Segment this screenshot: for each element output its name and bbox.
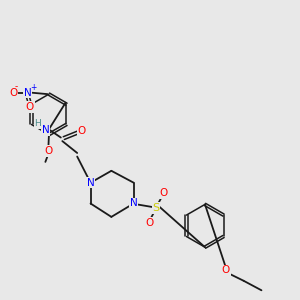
Text: N: N xyxy=(41,125,49,135)
Text: +: + xyxy=(30,83,36,92)
Text: O: O xyxy=(146,218,154,228)
Text: O: O xyxy=(159,188,167,198)
Text: O: O xyxy=(77,126,86,136)
Text: O: O xyxy=(26,102,34,112)
Text: O: O xyxy=(44,146,52,156)
Text: O: O xyxy=(222,266,230,275)
Text: O: O xyxy=(9,88,17,98)
Text: H: H xyxy=(34,119,41,128)
Text: N: N xyxy=(130,199,137,208)
Text: N: N xyxy=(87,178,94,188)
Text: -: - xyxy=(15,82,18,91)
Text: S: S xyxy=(152,203,160,213)
Text: N: N xyxy=(24,88,32,98)
